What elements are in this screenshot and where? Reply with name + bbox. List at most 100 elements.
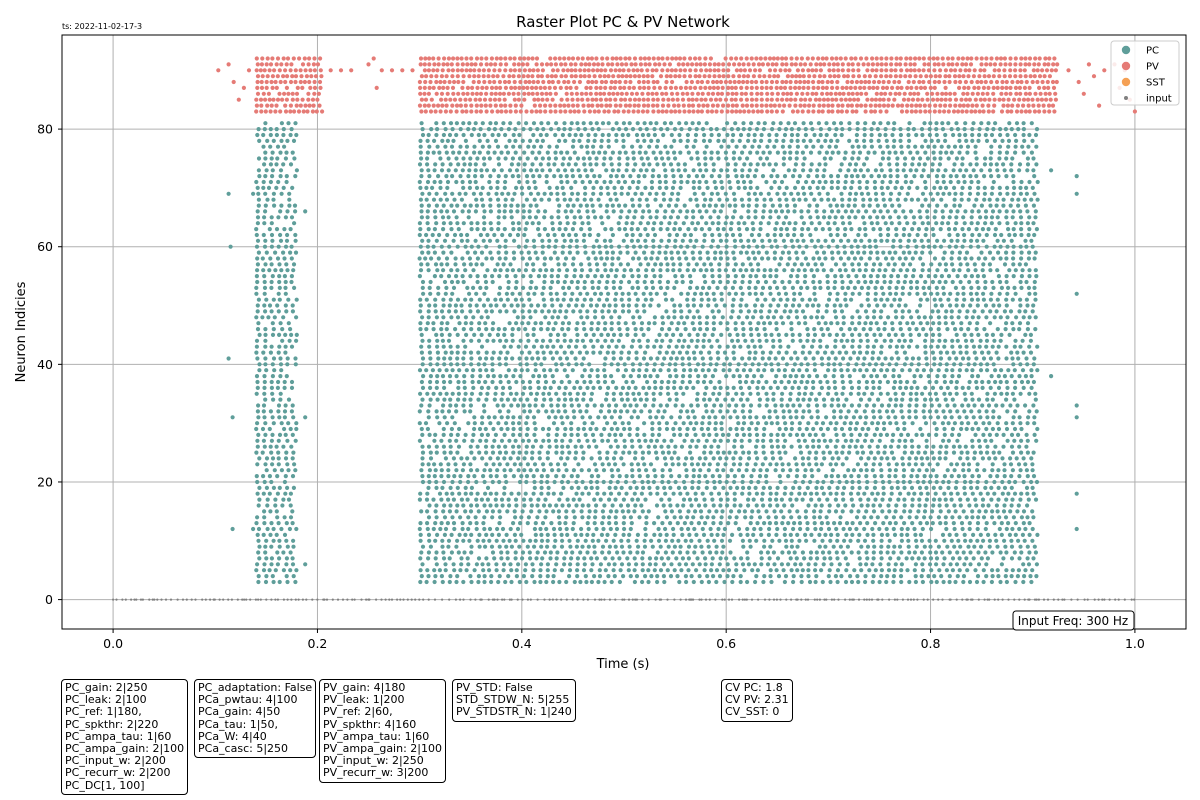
spike-point <box>516 527 520 531</box>
spike-point <box>681 392 685 396</box>
spike-point <box>805 445 809 449</box>
spike-point <box>618 415 622 419</box>
spike-point <box>573 356 577 360</box>
spike-point <box>661 468 665 472</box>
spike-point <box>775 415 779 419</box>
spike-point <box>497 327 501 331</box>
spike-point <box>860 286 864 290</box>
spike-point <box>713 427 717 431</box>
spike-point <box>864 462 868 466</box>
spike-point <box>972 415 976 419</box>
spike-point <box>623 445 627 449</box>
spike-point <box>546 492 550 496</box>
spike-point <box>610 474 614 478</box>
spike-point <box>532 292 536 296</box>
spike-point <box>516 456 520 460</box>
spike-point <box>846 286 850 290</box>
spike-point <box>663 527 667 531</box>
spike-point <box>885 433 889 437</box>
spike-point <box>840 374 844 378</box>
spike-point <box>899 515 903 519</box>
spike-point <box>859 339 863 343</box>
spike-point <box>850 321 854 325</box>
spike-point <box>872 333 876 337</box>
spike-point <box>257 362 261 366</box>
spike-point <box>793 562 797 566</box>
spike-point <box>644 392 648 396</box>
spike-point <box>290 380 294 384</box>
spike-point <box>507 439 511 443</box>
spike-point <box>535 515 539 519</box>
spike-point <box>616 468 620 472</box>
spike-point <box>658 274 662 278</box>
spike-point <box>746 556 750 560</box>
spike-point <box>909 474 913 478</box>
spike-point <box>275 474 279 478</box>
spike-point <box>879 550 883 554</box>
spike-point <box>970 439 974 443</box>
spike-point <box>951 427 955 431</box>
spike-point <box>599 292 603 296</box>
spike-point <box>725 492 729 496</box>
spike-point <box>941 409 945 413</box>
spike-point <box>764 480 768 484</box>
spike-point <box>599 498 603 502</box>
spike-point <box>591 533 595 537</box>
spike-point <box>768 503 772 507</box>
spike-point <box>498 574 502 578</box>
spike-point <box>560 480 564 484</box>
spike-point <box>712 403 716 407</box>
spike-point <box>471 315 475 319</box>
spike-point <box>643 374 647 378</box>
spike-point <box>788 468 792 472</box>
spike-point <box>948 580 952 584</box>
spike-point <box>469 356 473 360</box>
spike-point <box>461 274 465 278</box>
spike-point <box>735 433 739 437</box>
spike-point <box>759 315 763 319</box>
spike-point <box>691 256 695 260</box>
spike-point <box>1009 539 1013 543</box>
spike-point <box>879 392 883 396</box>
spike-point <box>1030 374 1034 378</box>
spike-point <box>706 256 710 260</box>
spike-point <box>1020 251 1024 255</box>
spike-point <box>856 539 860 543</box>
spike-point <box>862 374 866 378</box>
spike-point <box>967 468 971 472</box>
spike-point <box>616 362 620 366</box>
spike-point <box>761 580 765 584</box>
spike-point <box>990 280 994 284</box>
spike-point <box>549 386 553 390</box>
spike-point <box>290 345 294 349</box>
spike-point <box>281 498 285 502</box>
spike-point <box>685 351 689 355</box>
spike-point <box>962 486 966 490</box>
spike-point <box>886 380 890 384</box>
spike-point <box>447 274 451 278</box>
spike-point <box>718 456 722 460</box>
spike-point <box>1025 362 1029 366</box>
spike-point <box>910 362 914 366</box>
spike-point <box>263 550 267 554</box>
spike-point <box>525 433 529 437</box>
spike-point <box>770 539 774 543</box>
spike-point <box>730 339 734 343</box>
spike-point <box>753 356 757 360</box>
spike-point <box>608 303 612 307</box>
spike-point <box>622 439 626 443</box>
spike-point <box>888 468 892 472</box>
spike-point <box>668 398 672 402</box>
spike-point <box>937 339 941 343</box>
spike-point <box>579 533 583 537</box>
spike-point <box>484 462 488 466</box>
spike-point <box>741 474 745 478</box>
spike-point <box>876 274 880 278</box>
spike-point <box>266 498 270 502</box>
spike-point <box>862 527 866 531</box>
spike-point <box>846 368 850 372</box>
spike-point <box>271 274 275 278</box>
spike-point <box>976 527 980 531</box>
spike-point <box>789 321 793 325</box>
spike-point <box>934 539 938 543</box>
